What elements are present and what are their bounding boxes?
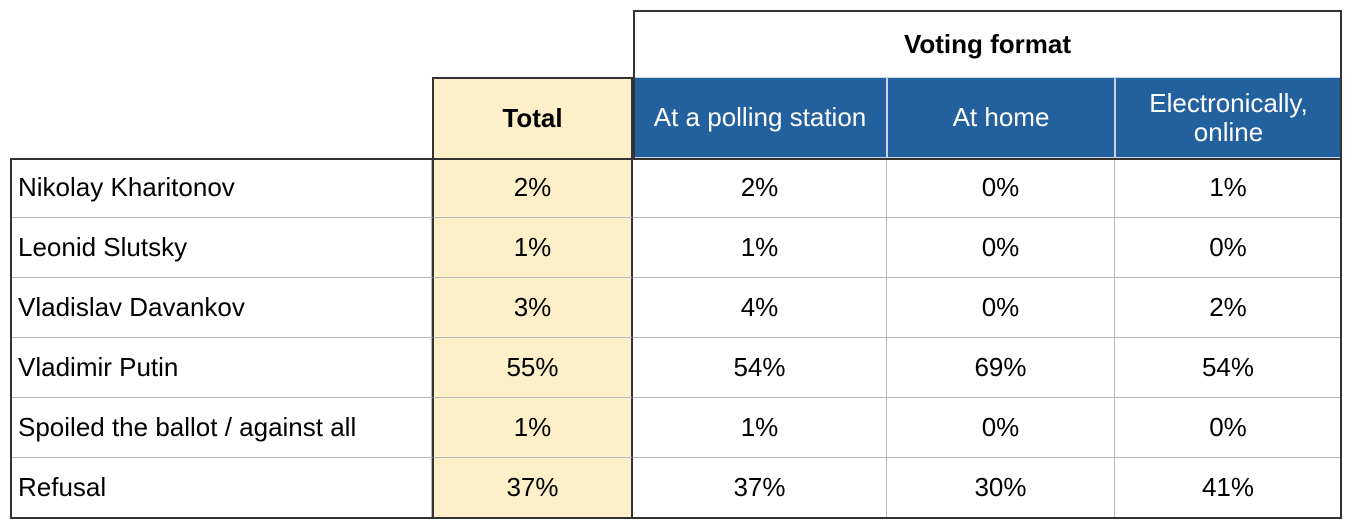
value-cell: 1%: [633, 218, 887, 278]
row-label: Nikolay Kharitonov: [10, 158, 432, 218]
value-cell: 3%: [432, 278, 633, 338]
value-cell: 54%: [633, 338, 887, 398]
value-cell: 69%: [887, 338, 1115, 398]
column-header: At home: [887, 77, 1115, 158]
value-cell: 1%: [1115, 158, 1342, 218]
value-cell: 0%: [1115, 218, 1342, 278]
row-label: Vladimir Putin: [10, 338, 432, 398]
value-cell: 0%: [887, 218, 1115, 278]
column-header: Electronically, online: [1115, 77, 1342, 158]
value-cell: 0%: [887, 278, 1115, 338]
value-cell: 41%: [1115, 458, 1342, 518]
column-header: Total: [432, 77, 633, 158]
row-label: Spoiled the ballot / against all: [10, 398, 432, 458]
value-cell: 0%: [1115, 398, 1342, 458]
value-cell: 55%: [432, 338, 633, 398]
value-cell: 54%: [1115, 338, 1342, 398]
value-cell: 1%: [432, 398, 633, 458]
value-cell: 2%: [432, 158, 633, 218]
value-cell: 1%: [633, 398, 887, 458]
value-cell: 30%: [887, 458, 1115, 518]
value-cell: 37%: [432, 458, 633, 518]
group-header: Voting format: [633, 10, 1342, 77]
value-cell: 1%: [432, 218, 633, 278]
value-cell: 2%: [633, 158, 887, 218]
value-cell: 37%: [633, 458, 887, 518]
value-cell: 4%: [633, 278, 887, 338]
value-cell: 0%: [887, 158, 1115, 218]
row-label: Leonid Slutsky: [10, 218, 432, 278]
column-header: At a polling station: [633, 77, 887, 158]
row-label: Vladislav Davankov: [10, 278, 432, 338]
row-label: Refusal: [10, 458, 432, 518]
value-cell: 2%: [1115, 278, 1342, 338]
value-cell: 0%: [887, 398, 1115, 458]
